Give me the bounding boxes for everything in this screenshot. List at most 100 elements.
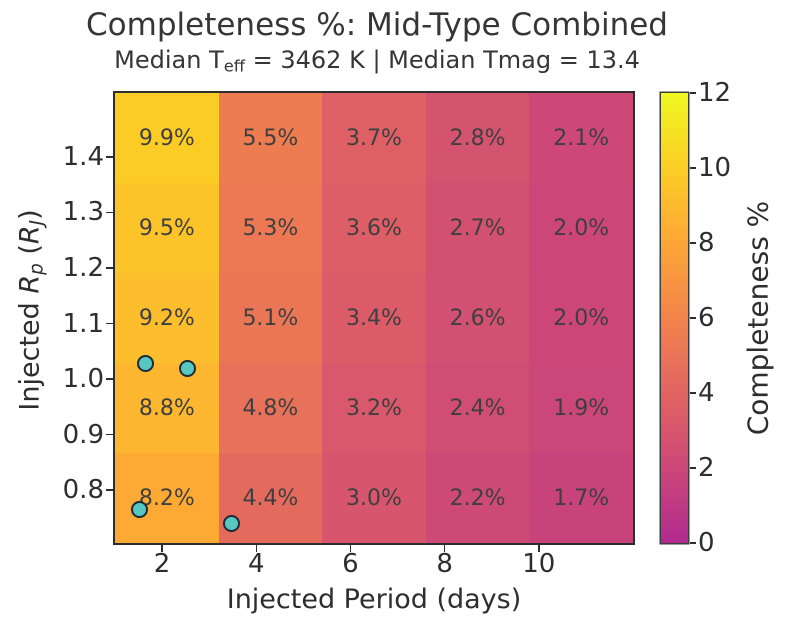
subtitle-subscript: eff bbox=[223, 56, 245, 76]
y-axis-label-symbol-rj: R bbox=[14, 225, 46, 245]
y-axis-label-sub-p: p bbox=[26, 263, 48, 275]
y-axis-label: Injected Rp (RJ) bbox=[14, 209, 47, 410]
heatmap-cell: 2.1% bbox=[529, 93, 633, 183]
cell-value-label: 3.0% bbox=[346, 485, 402, 511]
scatter-point bbox=[223, 514, 241, 532]
cell-value-label: 2.8% bbox=[449, 125, 506, 151]
chart-title: Completeness %: Mid-Type Combined bbox=[86, 7, 668, 43]
y-tick-label: 0.8 bbox=[62, 475, 104, 506]
y-tick-mark bbox=[106, 489, 113, 492]
heatmap-cell: 2.2% bbox=[425, 453, 530, 543]
cell-value-label: 1.9% bbox=[553, 395, 610, 421]
y-tick-label: 1.2 bbox=[62, 253, 104, 283]
y-tick-mark bbox=[106, 378, 113, 380]
x-tick-label: 6 bbox=[342, 549, 359, 579]
cell-value-label: 2.0% bbox=[553, 215, 610, 241]
colorbar-tick-label: 8 bbox=[698, 228, 715, 258]
colorbar-tick-mark bbox=[690, 242, 696, 244]
x-tick-mark bbox=[349, 545, 352, 552]
chart-subtitle: Median Teff = 3462 K | Median Tmag = 13.… bbox=[114, 47, 640, 76]
y-axis-label-text: Injected bbox=[14, 293, 46, 411]
y-tick-label: 1.4 bbox=[62, 141, 104, 172]
x-tick-label: 2 bbox=[153, 549, 171, 579]
y-axis-label-symbol-rp: R bbox=[14, 274, 46, 294]
y-tick-mark bbox=[106, 156, 113, 158]
heatmap-cell: 1.7% bbox=[529, 453, 633, 543]
heatmap-cell: 4.8% bbox=[218, 363, 323, 453]
heatmap-cell: 2.4% bbox=[425, 363, 530, 453]
heatmap-cell: 5.1% bbox=[218, 273, 323, 363]
heatmap-cell: 2.7% bbox=[425, 183, 530, 273]
cell-value-label: 9.2% bbox=[138, 305, 195, 331]
heatmap-cell: 9.2% bbox=[115, 273, 219, 363]
x-tick-mark bbox=[538, 545, 540, 552]
scatter-point bbox=[136, 354, 154, 372]
heatmap-cell: 9.5% bbox=[115, 183, 219, 273]
x-tick-label: 4 bbox=[247, 549, 265, 579]
colorbar-tick-label: 12 bbox=[698, 78, 732, 108]
colorbar-tick-mark bbox=[690, 392, 696, 394]
colorbar-tick-mark bbox=[690, 542, 696, 544]
y-tick-mark bbox=[106, 322, 113, 325]
y-tick-label: 1.3 bbox=[62, 197, 104, 228]
heatmap-cell: 9.9% bbox=[115, 93, 219, 183]
cell-value-label: 2.7% bbox=[449, 215, 506, 241]
x-tick-label: 8 bbox=[436, 549, 453, 579]
heatmap-cell: 2.6% bbox=[425, 273, 530, 363]
x-axis-label: Injected Period (days) bbox=[226, 584, 522, 615]
subtitle-text-post: = 3462 K | Median Tmag = 13.4 bbox=[245, 46, 640, 74]
heatmap-cell: 3.7% bbox=[322, 93, 426, 183]
colorbar-tick-mark bbox=[690, 317, 696, 319]
cell-value-label: 2.1% bbox=[553, 125, 610, 151]
heatmap-cell: 8.8% bbox=[115, 363, 219, 453]
subtitle-text-pre: Median T bbox=[114, 46, 224, 74]
colorbar bbox=[661, 93, 688, 543]
colorbar-tick-label: 2 bbox=[698, 453, 715, 483]
cell-value-label: 4.4% bbox=[242, 485, 299, 511]
cell-value-label: 5.5% bbox=[242, 125, 299, 151]
cell-value-label: 3.2% bbox=[346, 395, 402, 421]
x-tick-mark bbox=[255, 545, 258, 552]
scatter-point bbox=[131, 500, 149, 518]
colorbar-tick-mark bbox=[690, 167, 696, 169]
heatmap-cell: 3.0% bbox=[322, 453, 426, 543]
y-axis-label-sub-j: J bbox=[26, 219, 48, 226]
heatmap-cell: 2.0% bbox=[529, 273, 633, 363]
heatmap-cell: 5.5% bbox=[218, 93, 323, 183]
cell-value-label: 3.7% bbox=[346, 125, 402, 151]
cell-value-label: 3.6% bbox=[346, 215, 402, 241]
heatmap-cell: 3.4% bbox=[322, 273, 426, 363]
cell-value-label: 9.5% bbox=[138, 215, 195, 241]
scatter-point bbox=[179, 359, 197, 377]
colorbar-label: Completeness % bbox=[741, 200, 775, 436]
y-axis-label-paren: ( bbox=[14, 244, 46, 264]
y-tick-mark bbox=[106, 433, 113, 436]
y-tick-label: 1.1 bbox=[62, 308, 104, 339]
y-tick-mark bbox=[106, 211, 113, 214]
x-tick-label: 10 bbox=[522, 549, 556, 579]
cell-value-label: 5.3% bbox=[242, 215, 299, 241]
cell-value-label: 8.8% bbox=[138, 395, 195, 421]
heatmap-cell: 1.9% bbox=[529, 363, 633, 453]
cell-value-label: 2.6% bbox=[449, 305, 506, 331]
cell-value-label: 4.8% bbox=[242, 395, 299, 421]
colorbar-tick-label: 10 bbox=[698, 153, 732, 183]
cell-value-label: 2.4% bbox=[449, 395, 506, 421]
heatmap-cell: 3.6% bbox=[322, 183, 426, 273]
cell-value-label: 2.0% bbox=[553, 305, 610, 331]
y-tick-mark bbox=[106, 267, 113, 269]
cell-value-label: 5.1% bbox=[242, 305, 299, 331]
y-tick-label: 0.9 bbox=[62, 419, 104, 450]
heatmap-plot-area: 9.9% 5.5% 3.7% 2.8% 2.1% 9.5% 5.3% 3.6% 2.7% 2.0%… bbox=[115, 93, 633, 543]
x-tick-mark bbox=[161, 545, 163, 552]
heatmap-cell: 2.0% bbox=[529, 183, 633, 273]
cell-value-label: 2.2% bbox=[449, 485, 506, 511]
x-tick-mark bbox=[443, 545, 446, 552]
colorbar-tick-label: 0 bbox=[698, 528, 715, 558]
colorbar-tick-label: 4 bbox=[698, 378, 715, 408]
heatmap-cell: 3.2% bbox=[322, 363, 426, 453]
heatmap-cell: 8.2% bbox=[115, 453, 219, 543]
cell-value-label: 1.7% bbox=[553, 485, 610, 511]
heatmap-cell: 5.3% bbox=[218, 183, 323, 273]
